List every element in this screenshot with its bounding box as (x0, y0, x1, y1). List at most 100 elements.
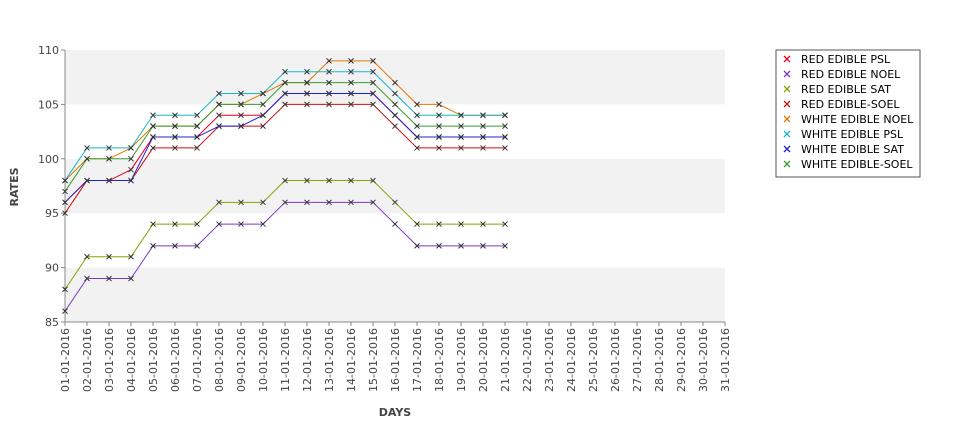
data-point (436, 123, 442, 130)
data-point (128, 145, 134, 151)
data-point (150, 123, 156, 130)
x-axis-ticks: 01-01-2016 02-01-2016 03-01-2016 04-01-2016… (59, 322, 732, 392)
y-tick-label: 110 (38, 44, 59, 57)
x-tick-label: 16-01-2016 (389, 328, 402, 392)
data-point (436, 134, 442, 140)
data-point (392, 101, 398, 108)
data-point (128, 275, 134, 282)
data-point (414, 242, 420, 249)
data-point (414, 145, 420, 151)
x-tick-label: 18-01-2016 (433, 328, 446, 392)
data-point (436, 221, 442, 227)
data-point (480, 112, 486, 119)
x-tick-label: 28-01-2016 (653, 328, 666, 392)
series-group (62, 199, 508, 314)
x-tick-label: 11-01-2016 (279, 328, 292, 392)
data-point (304, 101, 310, 108)
plot-band (65, 213, 725, 268)
x-axis-title: DAYS (379, 406, 412, 419)
data-point (128, 166, 134, 173)
data-point (238, 123, 244, 130)
data-point (238, 90, 244, 97)
legend-item: RED EDIBLE SAT (783, 83, 891, 96)
data-point (62, 210, 68, 217)
data-point (480, 123, 486, 130)
data-point (194, 145, 200, 151)
data-point (370, 79, 376, 86)
data-point (106, 253, 112, 260)
data-point (326, 101, 332, 108)
data-point (194, 242, 200, 249)
data-point (326, 90, 332, 97)
data-point (304, 199, 310, 206)
data-point (260, 123, 266, 130)
data-point (150, 221, 156, 227)
data-point (370, 90, 376, 97)
legend-item: RED EDIBLE NOEL (783, 68, 901, 81)
legend-marker (783, 160, 791, 168)
legend-item: WHITE EDIBLE PSL (783, 128, 904, 141)
data-point (172, 242, 178, 249)
data-point (304, 177, 310, 184)
data-point (392, 112, 398, 119)
legend-label: WHITE EDIBLE SAT (801, 143, 904, 156)
data-point (348, 90, 354, 97)
data-point (84, 275, 90, 282)
data-point (458, 145, 464, 151)
x-tick-label: 23-01-2016 (543, 328, 556, 392)
plot-band (65, 50, 725, 105)
x-tick-label: 12-01-2016 (301, 328, 314, 392)
x-tick-label: 15-01-2016 (367, 328, 380, 392)
data-point (502, 145, 508, 151)
data-point (62, 199, 68, 206)
y-tick-label: 100 (38, 153, 59, 166)
data-point (260, 112, 266, 119)
data-point (304, 68, 310, 75)
series-group (62, 177, 508, 293)
data-point (414, 123, 420, 130)
data-point (128, 253, 134, 260)
x-tick-label: 27-01-2016 (631, 328, 644, 392)
data-point (304, 90, 310, 97)
data-point (106, 275, 112, 282)
data-point (458, 242, 464, 249)
legend-label: RED EDIBLE NOEL (801, 68, 901, 81)
y-tick-label: 90 (45, 262, 59, 275)
data-point (238, 221, 244, 227)
legend-label: RED EDIBLE PSL (801, 53, 891, 66)
data-point (150, 145, 156, 151)
x-tick-label: 02-01-2016 (81, 328, 94, 392)
data-point (282, 101, 288, 108)
x-tick-label: 13-01-2016 (323, 328, 336, 392)
data-point (172, 112, 178, 119)
data-point (216, 101, 222, 108)
plot-background-bands (65, 50, 725, 322)
data-point (106, 177, 112, 184)
x-tick-label: 29-01-2016 (675, 328, 688, 392)
x-tick-label: 14-01-2016 (345, 328, 358, 392)
data-point (194, 123, 200, 130)
data-point (326, 177, 332, 184)
data-point (414, 221, 420, 227)
data-point (326, 199, 332, 206)
data-point (282, 177, 288, 184)
data-point (84, 145, 90, 151)
x-tick-label: 17-01-2016 (411, 328, 424, 392)
y-axis-title: RATES (8, 167, 21, 206)
y-tick-label: 95 (45, 207, 59, 220)
series-group (62, 90, 508, 206)
y-axis-ticks: 85 90 95 100 105 110 (38, 44, 65, 329)
series-group (62, 101, 508, 217)
data-point (194, 112, 200, 119)
x-tick-label: 20-01-2016 (477, 328, 490, 392)
legend-marker (783, 115, 791, 123)
data-point (480, 242, 486, 249)
data-point (172, 123, 178, 130)
x-tick-label: 24-01-2016 (565, 328, 578, 392)
legend-marker (783, 70, 791, 78)
data-point (414, 112, 420, 119)
x-tick-label: 21-01-2016 (499, 328, 512, 392)
data-point (106, 145, 112, 151)
x-tick-label: 01-01-2016 (59, 328, 72, 392)
data-point (260, 101, 266, 108)
